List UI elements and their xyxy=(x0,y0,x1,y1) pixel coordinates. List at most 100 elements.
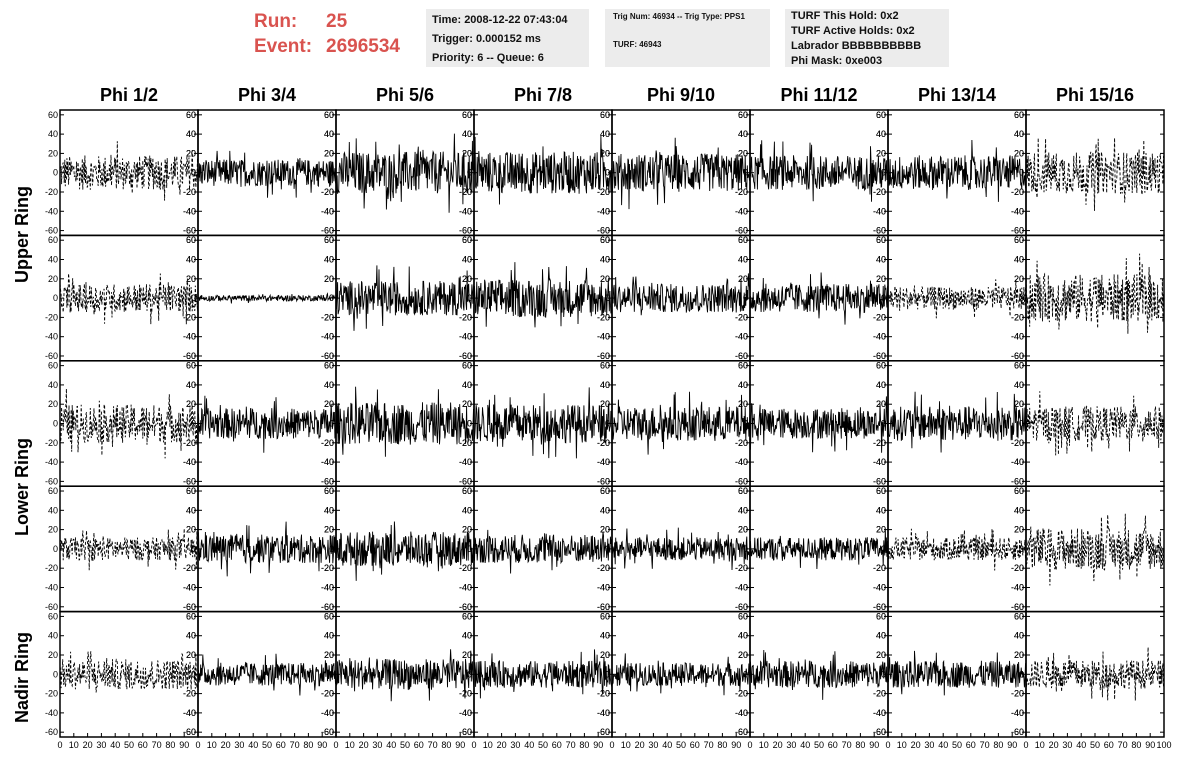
y-tick-label-right-r2-c4-4: 20 xyxy=(600,274,610,284)
x-tick-label-r5-c5-4: 40 xyxy=(662,740,672,750)
y-tick-label-r4-c1-2: -20 xyxy=(45,563,58,573)
y-tick-label-right-r2-c3-0: -60 xyxy=(459,351,472,361)
x-tick-label-r5-c8-1: 10 xyxy=(1035,740,1045,750)
y-tick-label-right-r5-c1-5: 40 xyxy=(186,631,196,641)
y-tick-label-r4-c2-6: 60 xyxy=(186,486,196,496)
x-tick-label-r5-c5-9: 90 xyxy=(731,740,741,750)
x-tick-label-r5-c5-5: 50 xyxy=(676,740,686,750)
y-tick-label-right-r5-c6-5: 40 xyxy=(876,631,886,641)
y-tick-label-r2-c5-3: 0 xyxy=(605,293,610,303)
column-header-phi-9-10: Phi 9/10 xyxy=(646,85,716,105)
y-tick-label-right-r3-c7-5: 40 xyxy=(1014,380,1024,390)
y-tick-label-right-r2-c6-0: -60 xyxy=(873,351,886,361)
y-tick-label-r1-c5-0: -60 xyxy=(597,226,610,236)
event-label: Event: xyxy=(254,36,313,57)
y-tick-label-right-r2-c7-3: 0 xyxy=(1019,293,1024,303)
y-tick-label-r5-c1-4: 20 xyxy=(48,650,58,660)
y-tick-label-r2-c1-4: 20 xyxy=(48,274,58,284)
y-tick-label-right-r4-c2-6: 60 xyxy=(324,486,334,496)
y-tick-label-r1-c2-6: 60 xyxy=(186,110,196,120)
y-tick-label-r1-c6-2: -20 xyxy=(735,187,748,197)
y-tick-label-r2-c6-4: 20 xyxy=(738,274,748,284)
y-tick-label-right-r4-c2-5: 40 xyxy=(324,505,334,515)
y-tick-label-right-r1-c6-1: -40 xyxy=(873,206,886,216)
y-tick-label-r1-c6-4: 20 xyxy=(738,148,748,158)
x-tick-label-r5-c4-7: 70 xyxy=(566,740,576,750)
y-tick-label-r4-c2-5: 40 xyxy=(186,505,196,515)
x-tick-label-r5-c4-5: 50 xyxy=(538,740,548,750)
y-tick-label-r3-c3-6: 60 xyxy=(324,361,334,371)
x-tick-label-r5-c5-6: 60 xyxy=(690,740,700,750)
panel-frame-r3-c8 xyxy=(1025,360,1165,487)
y-tick-label-right-r5-c7-0: -60 xyxy=(1011,727,1024,737)
y-tick-label-right-r1-c4-0: -60 xyxy=(597,226,610,236)
y-tick-label-r3-c1-3: 0 xyxy=(53,419,58,429)
y-tick-label-right-r2-c1-4: 20 xyxy=(186,274,196,284)
y-tick-label-right-r5-c5-5: 40 xyxy=(738,631,748,641)
y-tick-label-right-r4-c7-3: 0 xyxy=(1019,544,1024,554)
y-tick-label-right-r1-c6-6: 60 xyxy=(876,110,886,120)
y-tick-label-right-r4-c4-1: -40 xyxy=(597,582,610,592)
x-tick-label-r5-c5-1: 10 xyxy=(621,740,631,750)
y-tick-label-r5-c5-3: 0 xyxy=(605,669,610,679)
y-tick-label-right-r3-c1-6: 60 xyxy=(186,361,196,371)
y-tick-label-right-r1-c3-1: -40 xyxy=(459,206,472,216)
x-tick-label-r5-c1-1: 10 xyxy=(69,740,79,750)
y-tick-label-r5-c5-6: 60 xyxy=(600,611,610,621)
y-tick-label-right-r2-c5-5: 40 xyxy=(738,255,748,265)
y-tick-label-r4-c3-5: 40 xyxy=(324,505,334,515)
y-tick-label-right-r3-c2-6: 60 xyxy=(324,361,334,371)
y-tick-label-r1-c7-0: -60 xyxy=(873,226,886,236)
y-tick-label-right-r3-c4-0: -60 xyxy=(597,476,610,486)
y-tick-label-right-r1-c6-3: 0 xyxy=(881,168,886,178)
y-tick-label-right-r1-c5-6: 60 xyxy=(738,110,748,120)
waveform-trace-r3-c1 xyxy=(59,388,199,459)
y-tick-label-right-r2-c1-3: 0 xyxy=(191,293,196,303)
y-tick-label-right-r2-c3-6: 60 xyxy=(462,235,472,245)
y-tick-label-r5-c8-3: 0 xyxy=(1019,669,1024,679)
y-tick-label-right-r5-c3-3: 0 xyxy=(467,669,472,679)
y-tick-label-right-r4-c1-4: 20 xyxy=(186,525,196,535)
y-tick-label-r2-c8-1: -40 xyxy=(1011,332,1024,342)
x-tick-label-r5-c6-1: 10 xyxy=(759,740,769,750)
y-tick-label-r3-c2-5: 40 xyxy=(186,380,196,390)
waveform-trace-r4-c2 xyxy=(197,521,337,577)
y-tick-label-right-r5-c1-3: 0 xyxy=(191,669,196,679)
y-tick-label-right-r4-c2-1: -40 xyxy=(321,582,334,592)
waveform-trace-r1-c3 xyxy=(335,133,475,213)
y-tick-label-right-r4-c1-0: -60 xyxy=(183,602,196,612)
x-tick-label-r5-c6-4: 40 xyxy=(800,740,810,750)
x-tick-label-r5-c2-5: 50 xyxy=(262,740,272,750)
waveform-trace-r3-c6 xyxy=(749,396,889,453)
y-tick-label-right-r4-c3-6: 60 xyxy=(462,486,472,496)
turf-active-holds: TURF Active Holds: 0x2 xyxy=(791,25,915,37)
y-tick-label-r3-c1-5: 40 xyxy=(48,380,58,390)
y-tick-label-right-r2-c3-4: 20 xyxy=(462,274,472,284)
y-tick-label-r1-c4-1: -40 xyxy=(459,206,472,216)
y-tick-label-r5-c7-5: 40 xyxy=(876,631,886,641)
y-tick-label-r1-c4-4: 20 xyxy=(462,148,472,158)
x-tick-label-r5-c3-9: 90 xyxy=(455,740,465,750)
y-tick-label-right-r1-c5-2: -20 xyxy=(735,187,748,197)
waveform-trace-r3-c8 xyxy=(1025,391,1165,456)
y-tick-label-r5-c6-5: 40 xyxy=(738,631,748,641)
waveform-trace-r5-c4 xyxy=(473,649,613,699)
y-tick-label-right-r3-c3-6: 60 xyxy=(462,361,472,371)
x-tick-label-r5-c2-9: 90 xyxy=(317,740,327,750)
y-tick-label-r3-c3-0: -60 xyxy=(321,476,334,486)
y-tick-label-right-r5-c3-1: -40 xyxy=(459,708,472,718)
y-tick-label-right-r2-c2-5: 40 xyxy=(324,255,334,265)
y-tick-label-r1-c4-2: -20 xyxy=(459,187,472,197)
y-tick-label-right-r5-c7-4: 20 xyxy=(1014,650,1024,660)
y-tick-label-r4-c4-6: 60 xyxy=(462,486,472,496)
y-tick-label-right-r5-c3-0: -60 xyxy=(459,727,472,737)
y-tick-label-right-r4-c3-3: 0 xyxy=(467,544,472,554)
y-tick-label-right-r1-c7-5: 40 xyxy=(1014,129,1024,139)
y-tick-label-r4-c5-2: -20 xyxy=(597,563,610,573)
y-tick-label-r4-c2-3: 0 xyxy=(191,544,196,554)
column-header-phi-3-4: Phi 3/4 xyxy=(237,85,297,105)
waveform-trace-r2-c2 xyxy=(198,292,337,304)
y-tick-label-right-r5-c1-0: -60 xyxy=(183,727,196,737)
x-tick-label-r5-c4-1: 10 xyxy=(483,740,493,750)
y-tick-label-right-r3-c5-3: 0 xyxy=(743,419,748,429)
